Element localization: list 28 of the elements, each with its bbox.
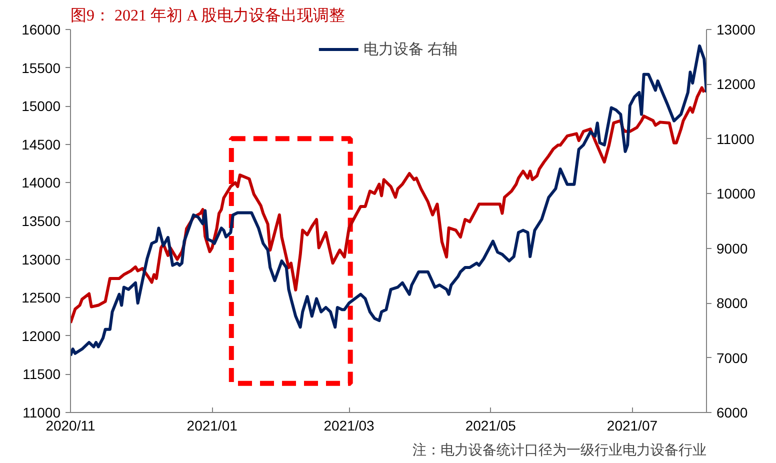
y-tick-label: 14000 <box>22 174 61 191</box>
y2-tick-label: 6000 <box>716 404 748 420</box>
y-tick-label: 12000 <box>22 328 61 344</box>
y2-tick-label: 10000 <box>716 186 756 202</box>
x-tick-label: 2021/05 <box>465 418 516 434</box>
y-tick-label: 16000 <box>22 22 61 38</box>
y-tick-label: 13500 <box>22 213 61 229</box>
text: 注：电力设备统计口径为一级行业电力设备行业 <box>412 442 706 458</box>
y-tick-label: 15500 <box>22 60 61 76</box>
y-tick-label: 12500 <box>22 290 61 306</box>
line-series <box>70 86 706 324</box>
y-tick-label: 11500 <box>22 366 61 382</box>
y2-tick-label: 8000 <box>716 295 748 312</box>
y-tick-label: 14500 <box>22 136 61 152</box>
legend-label: 电力设备 右轴 <box>363 40 458 58</box>
y-tick-label: 11000 <box>22 404 61 420</box>
y2-tick-label: 12000 <box>716 76 756 92</box>
y2-tick-label: 7000 <box>716 350 748 366</box>
x-tick-label: 2021/03 <box>324 418 375 434</box>
y2-tick-label: 13000 <box>716 22 756 38</box>
chart-title: 图9： 2021 年初 A 股电力设备出现调整 <box>70 6 346 24</box>
y-tick-label: 13000 <box>22 251 61 268</box>
x-tick-label: 2021/01 <box>186 418 238 434</box>
y-tick-label: 15000 <box>22 98 61 114</box>
y2-tick-label: 9000 <box>716 240 748 256</box>
y2-tick-label: 11000 <box>716 130 755 147</box>
x-tick-label: 2021/07 <box>606 418 658 434</box>
x-tick-label: 2020/11 <box>46 418 96 434</box>
